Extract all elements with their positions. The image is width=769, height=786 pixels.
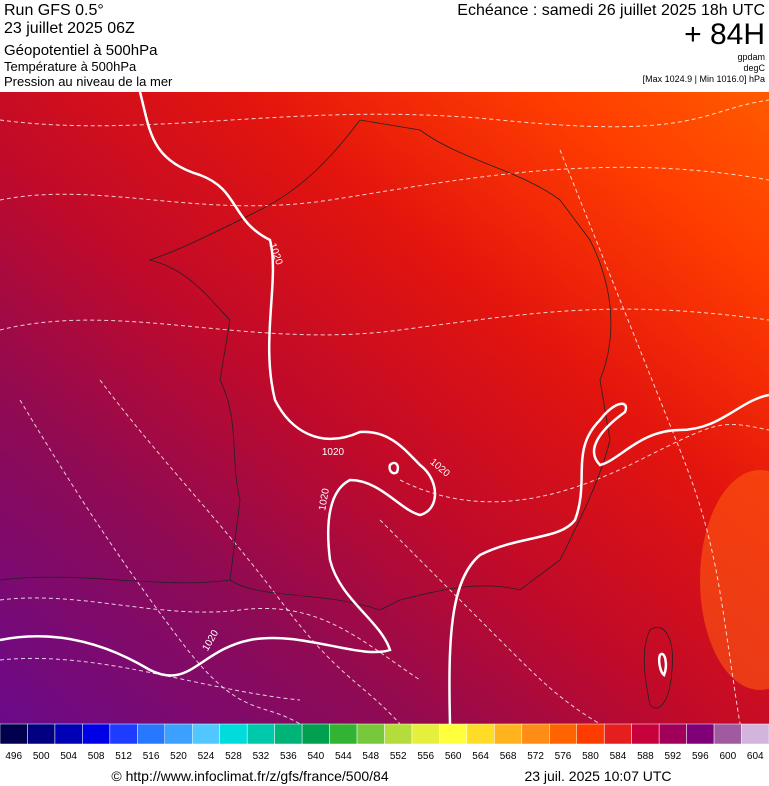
- colorbar-cell: [658, 723, 687, 745]
- colorbar-label: 560: [445, 751, 462, 762]
- header: Run GFS 0.5° 23 juillet 2025 06Z Géopote…: [4, 2, 766, 89]
- colorbar-cell: [384, 723, 413, 745]
- colorbar-cell: [301, 723, 330, 745]
- colorbar: 496 500 504 508 512 516 520 524 528 532 536 540 544 5…: [0, 723, 769, 762]
- map-background: [0, 92, 769, 724]
- colorbar-cell: [137, 723, 166, 745]
- colorbar-cell: [741, 723, 769, 745]
- map: 1020 1020 1020 1020 1020: [0, 92, 769, 724]
- isobar-label: 1020: [322, 447, 345, 458]
- colorbar-label: 504: [60, 751, 77, 762]
- colorbar-cell: [439, 723, 468, 745]
- colorbar-cell: [246, 723, 275, 745]
- colorbar-label: 528: [225, 751, 242, 762]
- colorbar-cell: [54, 723, 83, 745]
- colorbar-label: 540: [307, 751, 324, 762]
- colorbar-cell: [164, 723, 193, 745]
- colorbar-label: 532: [253, 751, 270, 762]
- colorbar-cell: [549, 723, 577, 745]
- colorbar-label: 600: [719, 751, 736, 762]
- source: © http://www.infoclimat.fr/z/gfs/france/…: [111, 768, 388, 784]
- colorbar-cell: [27, 723, 56, 745]
- colorbar-label: 556: [417, 751, 434, 762]
- colorbar-cell: [466, 723, 495, 745]
- timestamp: 23 juil. 2025 10:07 UTC: [524, 768, 671, 784]
- colorbar-cell: [713, 723, 742, 745]
- colorbar-cell: [329, 723, 358, 745]
- colorbar-label: 508: [88, 751, 105, 762]
- pressure-range: [Max 1024.9 | Min 1016.0] hPa: [643, 74, 765, 84]
- colorbar-label: 596: [692, 751, 709, 762]
- colorbar-cell: [192, 723, 220, 745]
- colorbar-label: 604: [747, 751, 764, 762]
- colorbar-label: 592: [665, 751, 682, 762]
- colorbar-cell: [274, 723, 303, 745]
- echeance: Echéance : samedi 26 juillet 2025 18h UT…: [457, 2, 765, 19]
- run: Run GFS 0.5°: [4, 2, 104, 19]
- colorbar-cell: [576, 723, 605, 745]
- colorbar-cell: [219, 723, 248, 745]
- field: Géopotentiel à 500hPa: [4, 42, 158, 59]
- colorbar-label: 512: [115, 751, 132, 762]
- colorbar-label: 544: [335, 751, 352, 762]
- colorbar-label: 564: [472, 751, 489, 762]
- colorbar-label: 520: [170, 751, 187, 762]
- field: Température à 500hPa: [4, 59, 137, 74]
- colorbar-cell: [82, 723, 111, 745]
- colorbar-cell: [109, 723, 138, 745]
- colorbar-cell: [0, 723, 28, 745]
- colorbar-cell: [356, 723, 385, 745]
- colorbar-cell: [494, 723, 523, 745]
- colorbar-cell: [686, 723, 715, 745]
- colorbar-label: 580: [582, 751, 599, 762]
- isobar-label: 1020: [317, 487, 332, 511]
- colorbar-cell: [521, 723, 550, 745]
- colorbar-label: 588: [637, 751, 654, 762]
- colorbar-label: 500: [33, 751, 50, 762]
- run-date: 23 juillet 2025 06Z: [4, 20, 135, 37]
- unit: degC: [743, 63, 765, 73]
- field: Pression au niveau de la mer: [4, 74, 173, 89]
- colorbar-label: 536: [280, 751, 297, 762]
- colorbar-label: 552: [390, 751, 407, 762]
- colorbar-cell: [603, 723, 632, 745]
- warm-zone: [700, 470, 769, 690]
- colorbar-cell: [411, 723, 440, 745]
- colorbar-label: 576: [555, 751, 572, 762]
- colorbar-label: 516: [143, 751, 160, 762]
- colorbar-label: 584: [610, 751, 627, 762]
- colorbar-label: 548: [362, 751, 379, 762]
- colorbar-cell: [631, 723, 660, 745]
- isobars: [0, 92, 769, 724]
- colorbar-label: 524: [198, 751, 215, 762]
- lead-time: + 84H: [684, 18, 765, 51]
- coastlines: [0, 119, 673, 709]
- colorbar-label: 568: [500, 751, 517, 762]
- unit: gpdam: [737, 52, 765, 62]
- colorbar-label: 572: [527, 751, 544, 762]
- colorbar-label: 496: [5, 751, 22, 762]
